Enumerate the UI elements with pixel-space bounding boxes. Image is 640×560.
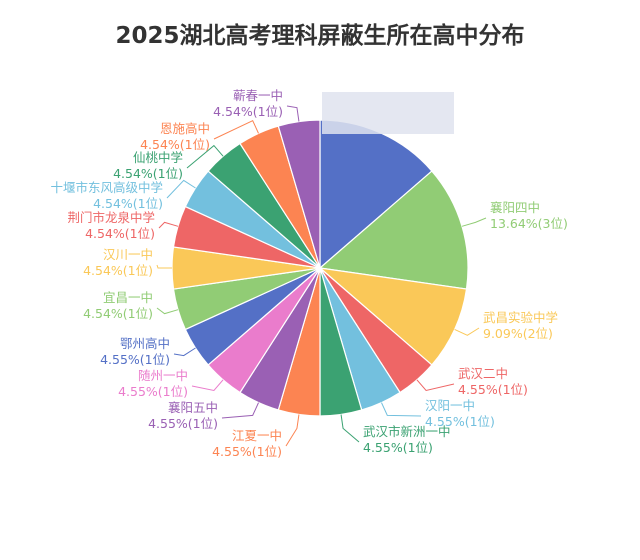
slice-value-label: 4.55%(1位) bbox=[100, 352, 170, 367]
slice-label: 江夏一中 bbox=[232, 428, 282, 443]
slice-label: 襄阳四中 bbox=[490, 200, 540, 215]
slice-label: 荆门市龙泉中学 bbox=[67, 210, 155, 225]
label-leader-line bbox=[285, 414, 300, 447]
slice-label: 武汉二中 bbox=[458, 366, 508, 381]
slice-value-label: 4.54%(1位) bbox=[83, 263, 153, 278]
label-leader-line bbox=[166, 179, 196, 199]
slice-value-label: 4.55%(1位) bbox=[458, 382, 528, 397]
label-leader-line bbox=[340, 414, 360, 443]
slice-value-label: 13.64%(3位) bbox=[490, 216, 568, 231]
slice-value-label: 4.54%(1位) bbox=[93, 196, 163, 211]
slice-label: 宜昌一中 bbox=[103, 290, 153, 305]
slice-label: 武昌实验中学 bbox=[483, 310, 558, 325]
slice-label: 襄阳五中 bbox=[168, 400, 218, 415]
pie-slice bbox=[277, 119, 321, 269]
label-leader-line bbox=[191, 379, 224, 391]
slice-value-label: 9.09%(2位) bbox=[483, 326, 553, 341]
blurred-label-overlay bbox=[322, 92, 454, 134]
slice-value-label: 4.54%(1位) bbox=[85, 226, 155, 241]
label-leader-line bbox=[213, 119, 259, 140]
slice-value-label: 4.55%(1位) bbox=[118, 384, 188, 399]
label-leader-line bbox=[454, 327, 480, 336]
slice-label: 蕲春一中 bbox=[233, 88, 283, 103]
slice-label: 十堰市东风高级中学 bbox=[50, 180, 163, 195]
slice-label: 随州一中 bbox=[138, 368, 188, 383]
label-leader-line bbox=[173, 347, 196, 357]
slice-value-label: 4.54%(1位) bbox=[140, 137, 210, 152]
slice-value-label: 4.55%(1位) bbox=[148, 416, 218, 431]
pie-slice bbox=[318, 170, 469, 290]
slice-value-label: 4.55%(1位) bbox=[363, 440, 433, 455]
label-leader-line bbox=[416, 379, 455, 391]
slice-label: 恩施高中 bbox=[160, 121, 210, 136]
slice-value-label: 4.54%(1位) bbox=[113, 166, 183, 181]
slice-label: 汉川一中 bbox=[103, 247, 153, 262]
chart-title: 2025湖北高考理科屏蔽生所在高中分布 bbox=[115, 23, 525, 49]
label-leader-line bbox=[381, 402, 422, 417]
slice-value-label: 4.54%(1位) bbox=[83, 306, 153, 321]
slice-label: 武汉市新洲一中 bbox=[363, 424, 451, 439]
slice-label: 汉阳一中 bbox=[425, 398, 475, 413]
slice-value-label: 4.54%(1位) bbox=[213, 104, 283, 119]
label-leader-line bbox=[461, 217, 487, 227]
label-leader-line bbox=[156, 264, 172, 269]
slice-value-label: 4.55%(1位) bbox=[425, 414, 495, 429]
label-leader-line bbox=[156, 307, 179, 315]
label-leader-line bbox=[221, 402, 259, 419]
label-leader-line bbox=[158, 221, 179, 229]
slice-label: 鄂州高中 bbox=[120, 336, 170, 351]
label-leader-line bbox=[186, 144, 224, 169]
slice-value-label: 4.55%(1位) bbox=[212, 444, 282, 459]
pie-slice bbox=[318, 267, 468, 366]
slice-label: 仙桃中学 bbox=[133, 150, 183, 165]
label-leader-line bbox=[286, 105, 300, 122]
